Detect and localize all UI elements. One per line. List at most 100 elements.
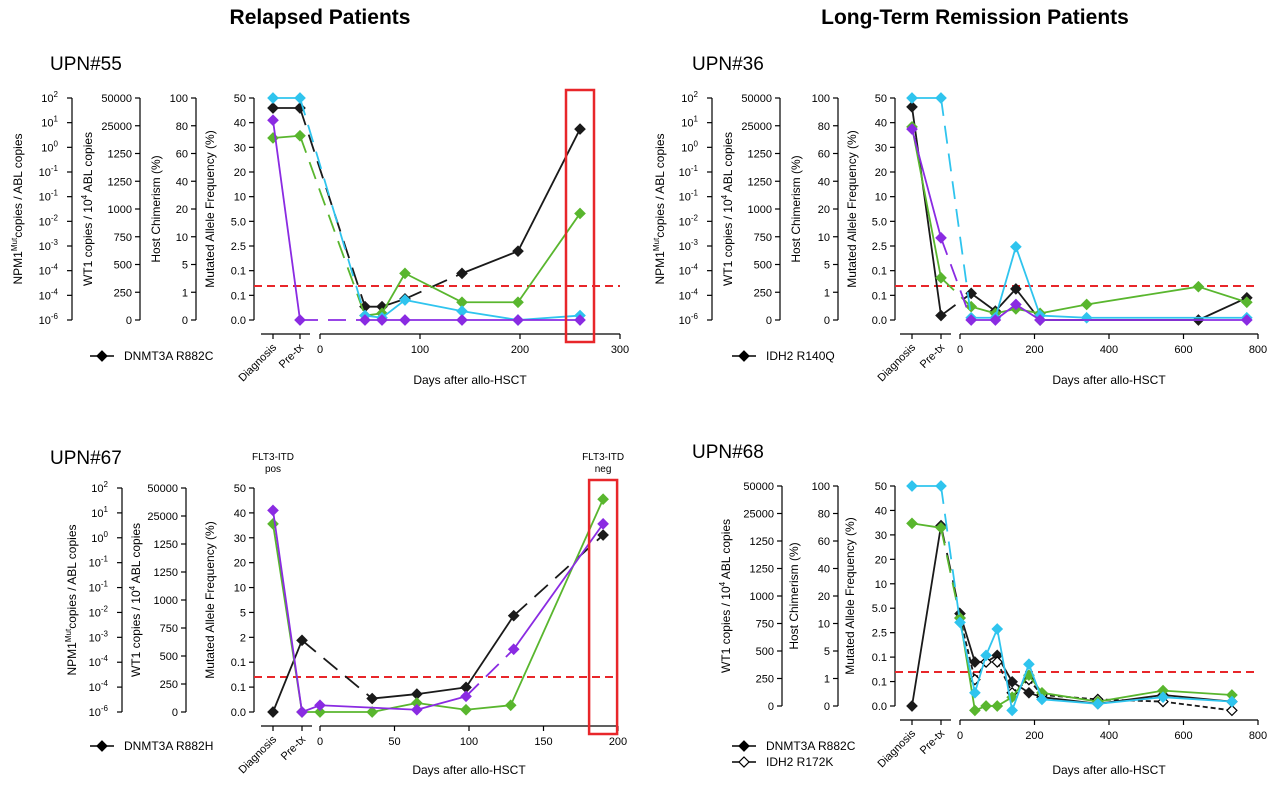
axis-maf-tick-label: 2 <box>240 632 246 644</box>
days-axis-tick-label: 100 <box>411 344 429 356</box>
series-line-segment <box>404 299 463 313</box>
axis-host-tick-label: 20 <box>818 591 830 603</box>
axis-wt1-tick-label: 0 <box>766 315 772 327</box>
series-line-segment <box>1039 303 1087 315</box>
axis-host-tick-label: 40 <box>818 176 830 188</box>
axis-host-tick-label: 40 <box>818 564 830 576</box>
series-link-segment <box>940 292 972 317</box>
axis-maf-tick-label: 30 <box>234 142 246 154</box>
days-axis-tick-label: 0 <box>957 344 963 356</box>
axis-host-title: Host Chimerism (%) <box>149 155 163 262</box>
axis-wt1-tick-label: 1250 <box>750 564 774 576</box>
axis-host-tick-label: 1 <box>824 287 830 299</box>
series-line-segment <box>461 310 519 321</box>
series-host-chimerism <box>267 129 586 322</box>
axis-npm1-tick-label: 10-4 <box>679 287 699 302</box>
series-host-chimerism <box>906 517 1238 717</box>
series-point <box>512 314 524 326</box>
pre-axis-label: Diagnosis <box>875 341 918 384</box>
series-line-segment <box>371 702 418 713</box>
axis-npm1-tick-label: 10-6 <box>89 704 109 719</box>
axis-maf-tick-label: 40 <box>234 508 246 520</box>
series-point <box>965 314 978 326</box>
series-line-segment <box>416 695 467 711</box>
series-line-segment <box>416 702 467 711</box>
days-axis-title: Days after allo-HSCT <box>1052 763 1166 777</box>
series-link-segment <box>299 135 366 316</box>
series-link-segment <box>301 639 373 700</box>
axis-maf-title: Mutated Allele Frequency (%) <box>203 130 217 287</box>
series-point <box>597 517 609 530</box>
series-point <box>399 294 411 306</box>
axis-wt1-tick-label: 250 <box>754 287 772 299</box>
axis-maf-tick-label: 0.0 <box>231 315 246 327</box>
axis-maf-tick-label: 0.1 <box>231 657 246 669</box>
axis-host-tick-label: 1 <box>182 287 188 299</box>
panel-upn68: UPN#6850000250001250125010007505002500WT… <box>692 442 1267 777</box>
series-point <box>1036 693 1048 706</box>
axis-wt1-tick-label: 0 <box>768 701 774 713</box>
series-point <box>507 609 520 622</box>
series-point <box>1010 298 1022 311</box>
heading-remission: Long-Term Remission Patients <box>821 6 1129 29</box>
series-line-segment <box>1097 689 1164 703</box>
legend-label: DNMT3A R882H <box>124 739 213 753</box>
annotation-label: neg <box>595 464 612 475</box>
series-line-segment <box>970 292 996 312</box>
days-axis-tick-label: 600 <box>1174 730 1192 742</box>
series-point <box>906 92 918 104</box>
series-host-chimerism <box>267 493 609 718</box>
axis-maf-tick-label: 0.1 <box>872 290 887 302</box>
axis-host-tick-label: 60 <box>818 536 830 548</box>
panel-title: UPN#36 <box>692 54 764 75</box>
axis-wt1-tick-label: 25000 <box>743 509 774 521</box>
series-dnmt3a-r882c <box>267 102 586 313</box>
axis-wt1-tick-label: 0 <box>126 315 132 327</box>
axis-maf-tick-label: 50 <box>234 483 246 495</box>
series-point <box>969 686 981 699</box>
series-point <box>906 517 918 530</box>
series-line-segment <box>1041 691 1098 703</box>
axis-host-tick-label: 5 <box>824 646 830 658</box>
series-point <box>267 102 279 114</box>
series-point <box>512 296 524 309</box>
axis-maf-tick-label: 40 <box>234 118 246 130</box>
axis-wt1-tick-label: 750 <box>114 232 132 244</box>
series-point <box>359 314 371 326</box>
series-line-segment <box>372 693 417 700</box>
series-point <box>1226 704 1238 717</box>
axis-npm1-tick-label: 101 <box>681 115 698 130</box>
axis-host-tick-label: 40 <box>176 176 188 188</box>
axis-maf-tick-label: 20 <box>875 167 887 179</box>
series-point <box>1006 704 1018 717</box>
days-axis-tick-label: 200 <box>1025 344 1043 356</box>
series-host-chimerism <box>906 121 1253 320</box>
axis-host-tick-label: 0 <box>824 701 830 713</box>
axis-maf-tick-label: 5.0 <box>872 216 887 228</box>
axis-host-tick-label: 80 <box>176 121 188 133</box>
panel-upn36: UPN#3610210110010-110-110-210-310-410-41… <box>652 54 1267 387</box>
axis-host-tick-label: 0 <box>182 315 188 327</box>
series-point <box>1226 695 1238 708</box>
axis-wt1-title: WT1 copies / 104 ABL copies <box>720 132 735 286</box>
days-axis-tick-label: 800 <box>1249 344 1267 356</box>
axis-wt1-tick-label: 1250 <box>748 149 772 161</box>
series-point <box>294 92 306 104</box>
series-line-segment <box>985 628 999 656</box>
series-line-segment <box>517 128 581 252</box>
days-axis-tick-label: 200 <box>609 736 627 748</box>
axis-wt1-tick-label: 1250 <box>108 176 132 188</box>
axis-npm1-tick-label: 10-1 <box>679 164 699 179</box>
pre-axis-label: Pre-tx <box>918 727 948 757</box>
series-line-segment <box>272 639 303 713</box>
axis-maf-tick-label: 20 <box>234 558 246 570</box>
series-line-segment <box>404 272 463 304</box>
series-point <box>460 703 472 716</box>
axis-wt1-tick-label: 1250 <box>748 176 772 188</box>
axis-maf-tick-label: 30 <box>234 533 246 545</box>
axis-wt1-tick-label: 750 <box>160 623 178 635</box>
axis-npm1-tick-label: 10-1 <box>39 164 59 179</box>
axis-npm1-tick-label: 10-1 <box>89 555 109 570</box>
days-axis-title: Days after allo-HSCT <box>1052 373 1166 387</box>
axis-wt1-tick-label: 500 <box>114 260 132 272</box>
